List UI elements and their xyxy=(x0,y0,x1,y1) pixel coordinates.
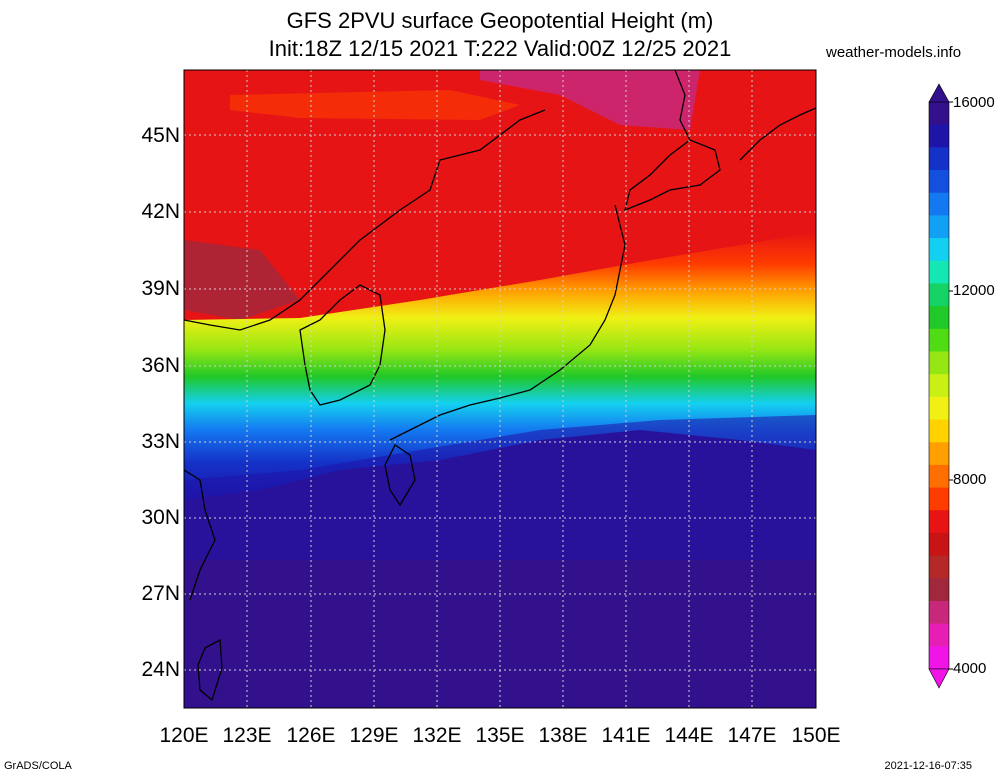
dark-red-west-field xyxy=(184,240,300,320)
colorbar-segment xyxy=(929,510,949,534)
colorbar-segment xyxy=(929,328,949,352)
colorbar-segment xyxy=(929,238,949,262)
lat-label-24n: 24N xyxy=(141,658,180,681)
lon-label-132e: 132E xyxy=(412,724,462,747)
colorbar-segment xyxy=(929,306,949,330)
colorbar-segment xyxy=(929,102,949,126)
lon-label-144e: 144E xyxy=(664,724,714,747)
colorbar-segment xyxy=(929,192,949,216)
chart-subtitle: Init:18Z 12/15 2021 T:222 Valid:00Z 12/2… xyxy=(268,36,732,61)
map-plot-area xyxy=(184,70,816,708)
colorbar-segment xyxy=(929,215,949,239)
colorbar-segment xyxy=(929,260,949,284)
colorbar-segment xyxy=(929,532,949,557)
software-credit: GrADS/COLA xyxy=(4,760,72,772)
latitude-gridlines xyxy=(184,134,816,671)
magenta-ridge-north xyxy=(480,70,700,130)
colorbar-segment xyxy=(929,487,949,511)
lon-label-129e: 129E xyxy=(349,724,399,747)
colorbar-segment xyxy=(929,419,949,443)
lon-label-138e: 138E xyxy=(538,724,588,747)
lat-label-30n: 30N xyxy=(141,506,180,529)
chart-title: GFS 2PVU surface Geopotential Height (m) xyxy=(286,8,714,33)
coastline-japan xyxy=(384,139,721,507)
generated-timestamp: 2021-12-16-07:35 xyxy=(884,760,972,772)
colorbar-label-16000: 16000 xyxy=(953,94,995,111)
lon-label-150e: 150E xyxy=(791,724,841,747)
colorbar-segment xyxy=(929,623,949,647)
lat-label-27n: 27N xyxy=(141,582,180,605)
colorbar-segment xyxy=(929,283,949,307)
orange-streak-north xyxy=(230,90,520,120)
map-frame xyxy=(183,69,817,709)
colorbar-label-8000: 8000 xyxy=(953,471,987,488)
coastline-sakhalin xyxy=(674,70,691,141)
lat-label-33n: 33N xyxy=(141,430,180,453)
colorbar-segment xyxy=(929,600,949,625)
coastline-kuril-islands xyxy=(739,107,816,161)
coastline-korea xyxy=(299,284,386,406)
lon-label-147e: 147E xyxy=(727,724,777,747)
colorbar-segment xyxy=(929,555,949,579)
colorbar xyxy=(928,101,953,670)
lon-label-141e: 141E xyxy=(601,724,651,747)
colorbar-label-4000: 4000 xyxy=(953,660,987,677)
colorbar-segment xyxy=(929,374,949,398)
source-label: weather-models.info xyxy=(826,44,962,61)
coastline-china xyxy=(184,109,546,601)
dark-blue-south-field xyxy=(184,415,816,560)
colorbar-segment xyxy=(929,646,949,670)
lat-label-45n: 45N xyxy=(141,124,180,147)
colorbar-segment xyxy=(929,351,949,375)
lon-label-123e: 123E xyxy=(222,724,272,747)
colorbar-label-12000: 12000 xyxy=(953,282,995,299)
lat-label-42n: 42N xyxy=(141,200,180,223)
lon-label-126e: 126E xyxy=(286,724,336,747)
lon-label-135e: 135E xyxy=(475,724,525,747)
colorbar-segment xyxy=(929,147,949,171)
lon-label-120e: 120E xyxy=(159,724,209,747)
lat-label-39n: 39N xyxy=(141,277,180,300)
lat-label-36n: 36N xyxy=(141,354,180,377)
colorbar-top-arrow xyxy=(928,83,950,103)
longitude-gridlines xyxy=(246,70,753,708)
colorbar-segment xyxy=(929,442,949,466)
colorbar-segment xyxy=(929,578,949,602)
colorbar-bottom-arrow xyxy=(928,668,950,689)
colorbar-segment xyxy=(929,124,949,148)
colorbar-segment xyxy=(929,396,949,421)
colorbar-segment xyxy=(929,464,949,489)
colorbar-segment xyxy=(929,170,949,194)
coastline-taiwan xyxy=(197,638,223,702)
